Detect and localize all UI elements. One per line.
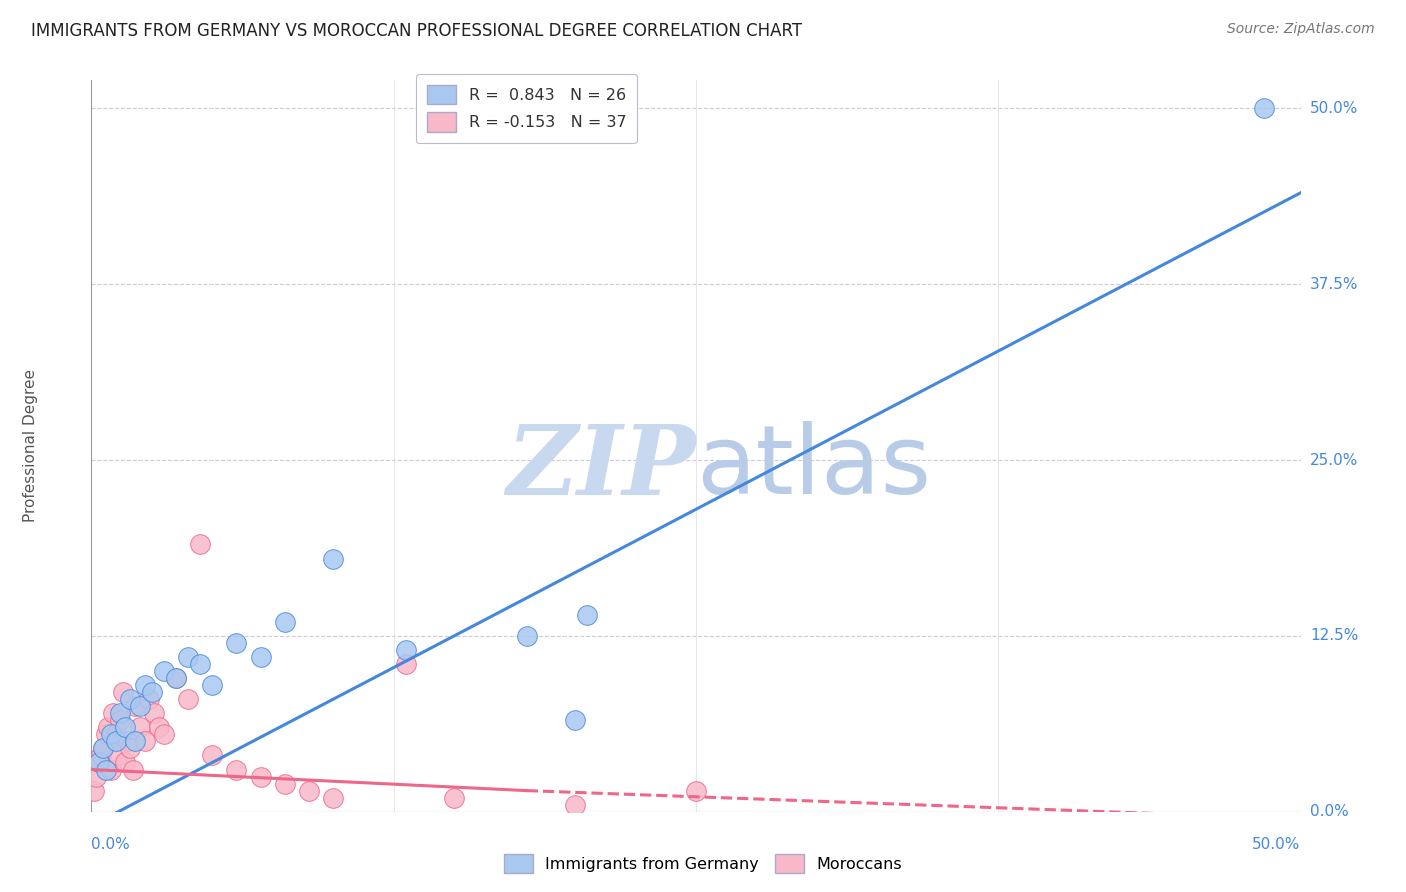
Point bbox=[249, 650, 271, 665]
Point bbox=[141, 685, 163, 699]
Point bbox=[188, 657, 211, 671]
Point bbox=[395, 643, 418, 657]
Text: IMMIGRANTS FROM GERMANY VS MOROCCAN PROFESSIONAL DEGREE CORRELATION CHART: IMMIGRANTS FROM GERMANY VS MOROCCAN PROF… bbox=[31, 22, 801, 40]
Point bbox=[121, 763, 143, 777]
Point bbox=[114, 756, 136, 770]
Point bbox=[94, 727, 117, 741]
Point bbox=[1253, 102, 1275, 116]
Point bbox=[83, 783, 105, 797]
Point bbox=[322, 551, 344, 566]
Point bbox=[153, 664, 176, 678]
Point bbox=[201, 748, 224, 763]
Point bbox=[84, 770, 107, 784]
Point bbox=[516, 629, 538, 643]
Point bbox=[117, 734, 139, 748]
Point bbox=[110, 714, 132, 728]
Text: 50.0%: 50.0% bbox=[1310, 101, 1358, 116]
Point bbox=[104, 727, 127, 741]
Point bbox=[128, 699, 150, 714]
Text: 25.0%: 25.0% bbox=[1310, 452, 1358, 467]
Point bbox=[97, 720, 120, 734]
Point bbox=[322, 790, 344, 805]
Point bbox=[177, 692, 200, 706]
Point bbox=[93, 741, 115, 756]
Point bbox=[188, 537, 211, 551]
Point bbox=[564, 797, 586, 812]
Point bbox=[114, 720, 136, 734]
Point bbox=[165, 671, 187, 685]
Point bbox=[143, 706, 166, 721]
Point bbox=[111, 685, 134, 699]
Point bbox=[104, 734, 127, 748]
Text: Source: ZipAtlas.com: Source: ZipAtlas.com bbox=[1227, 22, 1375, 37]
Point bbox=[274, 776, 297, 790]
Point bbox=[225, 636, 247, 650]
Point bbox=[564, 714, 586, 728]
Point bbox=[120, 741, 142, 756]
Point bbox=[685, 783, 707, 797]
Point bbox=[93, 741, 115, 756]
Point bbox=[87, 756, 110, 770]
Point bbox=[100, 727, 122, 741]
Text: atlas: atlas bbox=[696, 421, 931, 515]
Point bbox=[124, 699, 146, 714]
Point bbox=[274, 615, 297, 629]
Point bbox=[100, 763, 122, 777]
Point bbox=[138, 692, 160, 706]
Point bbox=[134, 734, 156, 748]
Point bbox=[576, 607, 599, 622]
Text: 12.5%: 12.5% bbox=[1310, 628, 1358, 643]
Point bbox=[298, 783, 321, 797]
Point bbox=[249, 770, 271, 784]
Point bbox=[153, 727, 176, 741]
Text: 37.5%: 37.5% bbox=[1310, 277, 1358, 292]
Point bbox=[165, 671, 187, 685]
Legend: R =  0.843   N = 26, R = -0.153   N = 37: R = 0.843 N = 26, R = -0.153 N = 37 bbox=[416, 74, 637, 143]
Legend: Immigrants from Germany, Moroccans: Immigrants from Germany, Moroccans bbox=[498, 847, 908, 880]
Point bbox=[87, 756, 110, 770]
Point bbox=[201, 678, 224, 692]
Point bbox=[94, 763, 117, 777]
Point bbox=[90, 748, 112, 763]
Point bbox=[107, 748, 129, 763]
Point bbox=[177, 650, 200, 665]
Point bbox=[124, 734, 146, 748]
Point bbox=[120, 692, 142, 706]
Text: 50.0%: 50.0% bbox=[1253, 837, 1301, 852]
Text: Professional Degree: Professional Degree bbox=[24, 369, 38, 523]
Point bbox=[134, 678, 156, 692]
Text: 0.0%: 0.0% bbox=[91, 837, 131, 852]
Point bbox=[128, 720, 150, 734]
Point bbox=[148, 720, 170, 734]
Point bbox=[110, 706, 132, 721]
Point bbox=[443, 790, 465, 805]
Text: ZIP: ZIP bbox=[506, 421, 696, 515]
Point bbox=[101, 706, 124, 721]
Point bbox=[225, 763, 247, 777]
Text: 0.0%: 0.0% bbox=[1310, 805, 1348, 819]
Point bbox=[395, 657, 418, 671]
